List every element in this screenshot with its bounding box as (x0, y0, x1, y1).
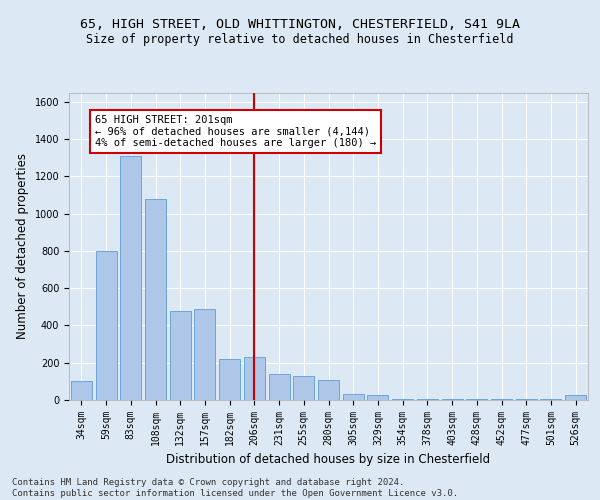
Bar (269, 374, 290, 400)
Bar (516, 399, 537, 400)
Text: 65 HIGH STREET: 201sqm
← 96% of detached houses are smaller (4,144)
4% of semi-d: 65 HIGH STREET: 201sqm ← 96% of detached… (95, 115, 376, 148)
Text: Size of property relative to detached houses in Chesterfield: Size of property relative to detached ho… (86, 32, 514, 46)
Bar (318, 380, 339, 400)
Bar (71, 382, 92, 400)
Bar (170, 310, 191, 400)
Text: Contains HM Land Registry data © Crown copyright and database right 2024.
Contai: Contains HM Land Registry data © Crown c… (12, 478, 458, 498)
Bar (244, 357, 265, 400)
Text: 65, HIGH STREET, OLD WHITTINGTON, CHESTERFIELD, S41 9LA: 65, HIGH STREET, OLD WHITTINGTON, CHESTE… (80, 18, 520, 30)
Bar (343, 394, 364, 400)
Bar (491, 399, 512, 400)
Bar (541, 399, 562, 400)
Bar (442, 399, 463, 400)
Bar (95, 251, 116, 400)
Bar (565, 395, 586, 400)
Bar (392, 399, 413, 400)
Bar (466, 399, 487, 400)
Bar (145, 198, 166, 400)
Bar (219, 359, 240, 400)
Y-axis label: Number of detached properties: Number of detached properties (16, 153, 29, 339)
Bar (120, 156, 141, 400)
X-axis label: Distribution of detached houses by size in Chesterfield: Distribution of detached houses by size … (166, 454, 491, 466)
Bar (293, 376, 314, 400)
Bar (367, 395, 388, 400)
Bar (194, 308, 215, 400)
Bar (417, 399, 438, 400)
